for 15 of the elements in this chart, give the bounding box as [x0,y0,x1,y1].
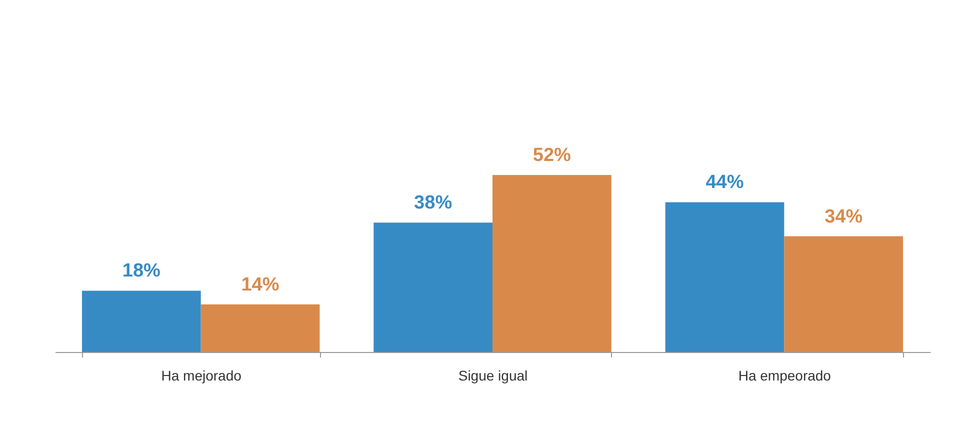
data-label: 34% [824,206,863,228]
bar [492,175,612,352]
data-label: 18% [122,260,161,282]
x-tick-label: Ha mejorado [161,368,242,384]
data-label: 44% [706,172,744,194]
x-tick-label: Ha empeorado [738,368,832,384]
bar [784,236,904,352]
bar [374,222,492,352]
bar [82,290,201,352]
bar [200,304,320,352]
x-tick-label: Sigue igual [458,368,528,384]
bar [665,202,784,352]
data-label: 52% [532,145,572,166]
data-label: 14% [241,274,280,296]
data-label: 38% [414,192,452,214]
